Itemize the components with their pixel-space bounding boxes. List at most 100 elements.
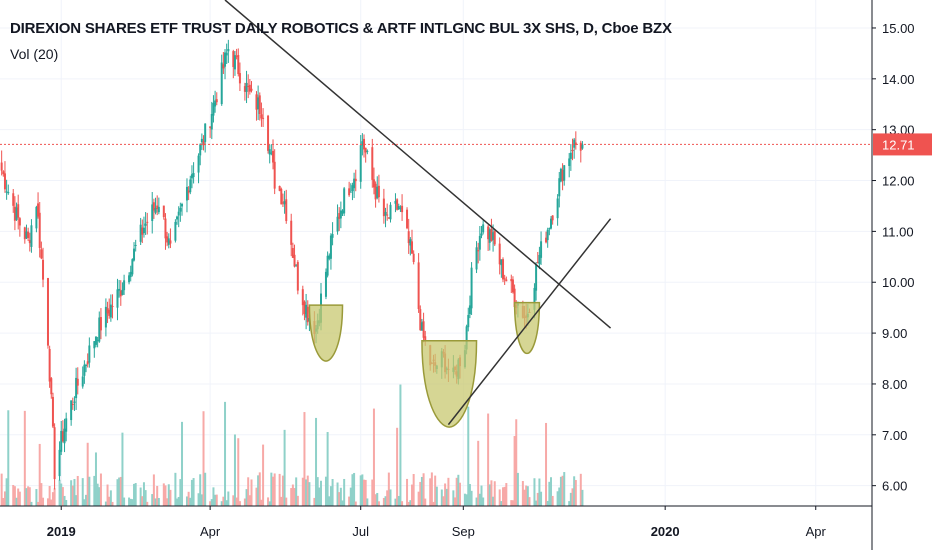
candle-body — [176, 216, 179, 220]
volume-bar — [38, 443, 41, 506]
candle-body — [151, 204, 154, 222]
volume-bar — [475, 497, 478, 506]
volume-bar — [579, 473, 582, 506]
candle-body — [83, 364, 86, 376]
candle-body — [98, 317, 101, 342]
volume-bar — [267, 497, 270, 506]
volume-bar — [374, 494, 377, 506]
volume-bar — [212, 487, 215, 506]
volume-bar — [247, 477, 250, 506]
volume-bar — [569, 492, 572, 506]
volume-bar — [70, 480, 73, 506]
volume-bar — [505, 483, 508, 506]
candle-body — [27, 231, 30, 238]
candle-body — [141, 227, 144, 235]
volume-bar — [129, 498, 132, 506]
volume-bar — [60, 483, 63, 506]
volume-bar — [315, 417, 318, 506]
volume-bar — [199, 474, 202, 506]
volume-bar — [177, 496, 180, 506]
candle-body — [152, 202, 155, 211]
candle-body — [134, 244, 137, 246]
candle-body — [559, 168, 562, 182]
volume-bar — [432, 501, 435, 506]
candle-body — [354, 178, 357, 182]
candle-body — [477, 250, 480, 252]
volume-bar — [58, 479, 61, 506]
volume-bar — [551, 495, 554, 506]
y-axis-background — [872, 0, 932, 550]
volume-bar — [326, 432, 329, 506]
candle-body — [210, 113, 213, 130]
volume-bar — [190, 479, 193, 506]
volume-bar — [40, 483, 43, 506]
volume-bar — [224, 401, 227, 506]
volume-bar — [406, 478, 409, 506]
volume-bar — [386, 490, 389, 506]
volume-bar — [331, 479, 334, 506]
candle-body — [200, 138, 203, 143]
volume-bar — [291, 484, 294, 506]
volume-bar — [306, 475, 309, 506]
volume-bar — [51, 492, 54, 506]
candle-body — [281, 202, 284, 204]
candle-body — [108, 309, 111, 316]
volume-bar — [106, 484, 109, 506]
candle-body — [164, 218, 167, 239]
candle-body — [351, 185, 354, 192]
volume-bar — [86, 442, 89, 506]
candle-body — [411, 241, 414, 254]
volume-bar — [71, 485, 74, 506]
candle-body — [232, 51, 235, 68]
candle-body — [128, 275, 131, 283]
x-axis-background — [0, 506, 932, 550]
volume-bar — [465, 494, 468, 506]
volume-bar — [109, 490, 112, 506]
volume-bar — [468, 484, 471, 506]
volume-bar — [574, 480, 577, 506]
volume-bar — [119, 476, 122, 506]
volume-bar — [285, 497, 288, 506]
candle-body — [513, 288, 516, 307]
candle-body — [174, 221, 177, 241]
volume-bar — [166, 498, 169, 506]
candle-body — [468, 305, 471, 315]
volume-bar — [536, 492, 539, 506]
candle-body — [359, 145, 362, 182]
volume-bar — [308, 482, 311, 506]
candle-body — [303, 301, 306, 315]
candle-body — [237, 55, 240, 75]
volume-bar — [281, 475, 284, 506]
volume-bar — [176, 498, 179, 506]
volume-bar — [313, 497, 316, 506]
volume-bar — [559, 476, 562, 506]
volume-bar — [515, 419, 518, 506]
volume-bar — [0, 473, 3, 506]
volume-bar — [273, 473, 276, 506]
current-price-label: 12.71 — [882, 137, 915, 152]
volume-bar — [238, 501, 241, 506]
candle-body — [419, 309, 422, 331]
volume-bar — [30, 501, 33, 506]
candle-body — [199, 144, 202, 156]
candle-body — [154, 207, 157, 213]
volume-bar — [387, 472, 390, 506]
candle-body — [540, 241, 543, 258]
volume-bar — [76, 475, 79, 506]
volume-bar — [458, 482, 461, 506]
candle-body — [157, 206, 160, 213]
candle-body — [399, 207, 402, 209]
candle-body — [267, 115, 270, 151]
candle-body — [215, 99, 218, 103]
y-tick-label: 14.00 — [882, 72, 915, 87]
candle-body — [500, 259, 503, 266]
volume-bar — [399, 384, 402, 506]
candle-body — [99, 317, 102, 331]
candle-body — [536, 261, 539, 263]
candle-body — [295, 265, 298, 267]
candle-body — [73, 401, 76, 403]
volume-bar — [111, 501, 114, 506]
y-tick-label: 7.00 — [882, 428, 907, 443]
